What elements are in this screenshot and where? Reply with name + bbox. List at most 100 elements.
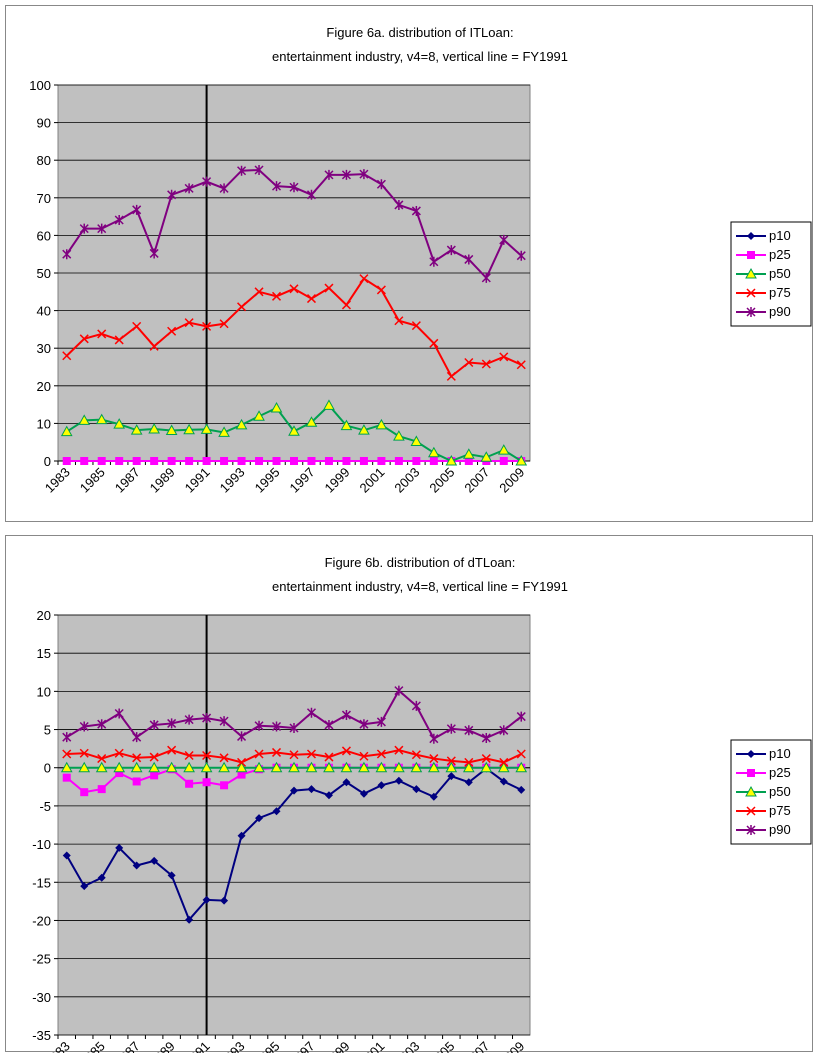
marker: [499, 757, 509, 767]
marker: [464, 757, 474, 767]
marker: [78, 414, 91, 425]
marker: [446, 723, 456, 734]
marker: [60, 761, 73, 773]
y-tick-label: 0: [44, 454, 51, 469]
marker: [324, 169, 334, 180]
marker: [271, 747, 282, 757]
marker: [79, 334, 89, 344]
marker: [394, 457, 403, 465]
marker: [359, 751, 369, 761]
marker: [132, 457, 141, 465]
marker: [341, 169, 351, 180]
marker: [341, 710, 351, 721]
marker: [747, 769, 755, 777]
marker: [445, 761, 458, 773]
chart-title: Figure 6a. distribution of ITLoan:: [326, 25, 513, 40]
marker: [167, 745, 177, 755]
marker: [148, 423, 160, 434]
marker: [235, 761, 248, 773]
chart-subtitle: entertainment industry, v4=8, vertical l…: [272, 49, 568, 64]
marker: [375, 761, 388, 773]
marker: [516, 360, 526, 370]
marker: [340, 419, 353, 431]
marker: [184, 318, 194, 328]
marker: [218, 426, 230, 437]
marker: [306, 749, 317, 759]
marker: [165, 761, 178, 773]
marker: [290, 457, 298, 465]
marker: [445, 454, 458, 466]
marker: [288, 761, 300, 773]
marker: [95, 761, 108, 773]
marker: [148, 761, 160, 773]
y-tick-label: 10: [37, 684, 51, 699]
marker: [78, 761, 91, 773]
marker: [255, 814, 264, 823]
marker: [306, 294, 317, 304]
marker: [200, 423, 213, 434]
marker: [114, 748, 124, 758]
marker: [219, 753, 229, 763]
marker: [429, 754, 439, 764]
marker: [113, 418, 126, 429]
marker: [480, 451, 493, 462]
marker: [130, 424, 143, 435]
marker: [497, 761, 510, 773]
marker: [270, 761, 283, 773]
marker: [499, 777, 508, 786]
y-tick-label: -35: [32, 1028, 51, 1043]
marker: [516, 749, 526, 759]
marker: [97, 873, 106, 882]
marker: [411, 750, 421, 760]
marker: [462, 448, 475, 459]
marker: [746, 307, 756, 317]
legend-label: p75: [769, 803, 791, 818]
marker: [499, 725, 509, 736]
marker: [254, 164, 264, 175]
y-tick-label: 100: [29, 78, 51, 93]
marker: [150, 771, 159, 780]
marker: [167, 326, 177, 336]
y-tick-label: 80: [37, 153, 51, 168]
marker: [393, 430, 405, 441]
marker: [271, 181, 282, 192]
marker: [359, 457, 368, 465]
marker: [289, 182, 299, 193]
marker: [271, 721, 282, 732]
legend-label: p25: [769, 765, 791, 780]
marker: [220, 457, 229, 465]
legend-label: p50: [769, 784, 791, 799]
chart: Figure 6a. distribution of ITLoan: entert…: [5, 5, 813, 522]
marker: [115, 769, 124, 778]
marker: [358, 761, 370, 773]
marker: [167, 871, 176, 880]
marker: [305, 416, 318, 427]
marker: [80, 457, 89, 465]
marker: [324, 283, 334, 293]
y-tick-label: 15: [37, 646, 51, 661]
y-tick-label: 5: [44, 723, 51, 738]
marker: [464, 254, 474, 265]
legend-label: p90: [769, 304, 791, 319]
y-tick-label: 50: [37, 266, 51, 281]
marker: [359, 789, 368, 798]
y-tick-label: 90: [37, 116, 51, 131]
marker: [62, 732, 72, 743]
marker: [165, 424, 178, 436]
marker: [97, 223, 107, 234]
marker: [340, 761, 353, 773]
marker: [516, 250, 526, 261]
marker: [97, 457, 106, 465]
marker: [429, 256, 439, 267]
marker: [342, 457, 351, 465]
marker: [377, 457, 386, 465]
marker: [79, 721, 89, 732]
marker: [515, 454, 528, 466]
marker: [62, 457, 71, 465]
marker: [149, 719, 159, 730]
marker: [185, 915, 194, 924]
marker: [464, 778, 473, 787]
marker: [62, 249, 72, 260]
marker: [411, 700, 421, 711]
